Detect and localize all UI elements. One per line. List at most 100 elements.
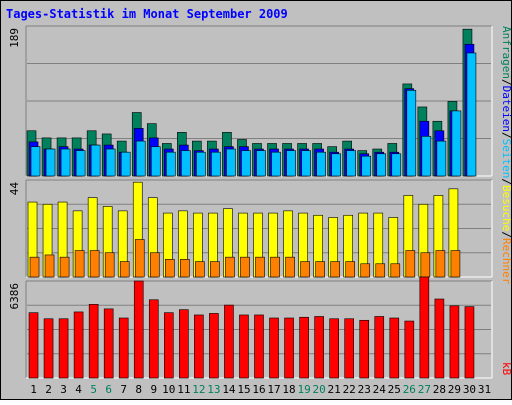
x-tick-label: 14 (222, 383, 236, 396)
bar-seiten-17 (271, 151, 281, 177)
bar-rechner-12 (195, 261, 205, 278)
bar-rechner-8 (134, 239, 145, 278)
x-tick-label: 7 (120, 383, 127, 396)
x-tick-label: 23 (358, 383, 371, 396)
bar-kb-7 (118, 317, 129, 379)
bar-rechner-10 (165, 259, 175, 278)
legend: Anfragen/Dateien/Seiten/Besuche/Rechnerk… (500, 26, 512, 376)
bar-rechner-1 (29, 256, 40, 278)
panel-1: 189 (8, 25, 493, 177)
bar-seiten-22 (346, 150, 356, 177)
x-tick-label: 4 (75, 383, 82, 396)
bar-kb-4 (73, 311, 84, 379)
bar-kb-28 (434, 298, 445, 379)
bar-rechner-11 (180, 259, 190, 278)
panel-2: 44 (8, 179, 493, 278)
legend-item: Rechner (500, 238, 512, 285)
bar-kb-25 (389, 317, 400, 379)
x-tick-label: 21 (328, 383, 341, 396)
x-tick-label: 25 (388, 383, 401, 396)
bar-kb-2 (43, 318, 54, 379)
bar-rechner-14 (225, 256, 235, 278)
x-tick-label: 30 (463, 383, 476, 396)
bar-seiten-18 (286, 150, 296, 177)
x-tick-label: 27 (418, 383, 431, 396)
x-tick-label: 20 (313, 383, 326, 396)
bar-kb-10 (164, 312, 174, 379)
bar-kb-13 (209, 313, 219, 379)
bar-kb-1 (28, 312, 39, 379)
bar-seiten-5 (90, 144, 101, 177)
bar-kb-24 (374, 316, 385, 379)
bar-seiten-30 (466, 52, 477, 177)
x-tick-label: 15 (237, 383, 250, 396)
x-tick-label: 26 (403, 383, 416, 396)
bar-kb-23 (359, 319, 370, 379)
bar-kb-14 (224, 304, 234, 379)
bar-seiten-23 (361, 155, 372, 177)
bar-seiten-27 (421, 136, 432, 177)
legend-item: Anfragen (500, 26, 512, 79)
bar-seiten-2 (45, 148, 56, 177)
bar-seiten-26 (406, 89, 417, 177)
bar-rechner-17 (270, 256, 280, 278)
bar-rechner-19 (300, 261, 310, 278)
bar-rechner-21 (330, 261, 340, 278)
legend-item: Seiten (500, 139, 512, 179)
bar-rechner-26 (405, 250, 416, 278)
bar-rechner-5 (89, 250, 100, 278)
x-tick-label: 22 (343, 383, 356, 396)
panel-3: 6386 (8, 276, 493, 379)
bar-kb-29 (449, 305, 460, 379)
bar-rechner-20 (315, 261, 325, 278)
legend-kb: kB (500, 362, 512, 376)
bar-seiten-4 (75, 150, 86, 177)
x-tick-label: 17 (267, 383, 280, 396)
bar-kb-12 (194, 314, 204, 379)
bar-seiten-1 (30, 146, 41, 177)
bar-rechner-29 (450, 250, 461, 278)
y-max-label: 189 (8, 28, 21, 48)
x-tick-label: 8 (135, 383, 142, 396)
legend-item: / (500, 79, 512, 86)
bar-kb-30 (464, 306, 475, 379)
bar-seiten-3 (60, 148, 71, 177)
bar-kb-19 (299, 316, 309, 379)
x-tick-label: 29 (448, 383, 461, 396)
x-tick-label: 3 (60, 383, 67, 396)
legend-item: Dateien (500, 86, 512, 132)
bar-kb-18 (284, 317, 294, 379)
y-max-label: 6386 (8, 283, 21, 310)
bar-seiten-20 (316, 151, 326, 177)
bar-kb-6 (103, 308, 114, 379)
bar-rechner-4 (74, 250, 85, 278)
bar-seiten-15 (241, 150, 251, 177)
x-tick-label: 28 (433, 383, 446, 396)
bar-kb-27 (419, 276, 430, 379)
bar-rechner-25 (390, 263, 401, 278)
bar-rechner-7 (119, 261, 130, 278)
bar-seiten-7 (120, 151, 131, 177)
bar-seiten-24 (376, 153, 387, 177)
bar-rechner-2 (44, 254, 55, 278)
bar-kb-16 (254, 314, 264, 379)
bar-rechner-28 (435, 250, 446, 278)
bar-rechner-6 (104, 252, 115, 278)
y-max-label: 44 (8, 182, 21, 196)
bar-seiten-16 (256, 150, 266, 177)
bar-rechner-18 (285, 256, 295, 278)
bar-seiten-9 (150, 146, 161, 177)
bar-seiten-19 (301, 150, 311, 177)
bar-rechner-3 (59, 256, 70, 278)
x-tick-label: 13 (207, 383, 220, 396)
bar-seiten-8 (135, 140, 146, 177)
x-tick-label: 10 (162, 383, 175, 396)
bar-rechner-15 (240, 256, 250, 278)
legend-item: / (500, 132, 512, 139)
x-tick-label: 16 (252, 383, 265, 396)
bar-seiten-14 (226, 148, 236, 177)
bar-kb-17 (269, 317, 279, 379)
bar-seiten-10 (166, 151, 176, 177)
